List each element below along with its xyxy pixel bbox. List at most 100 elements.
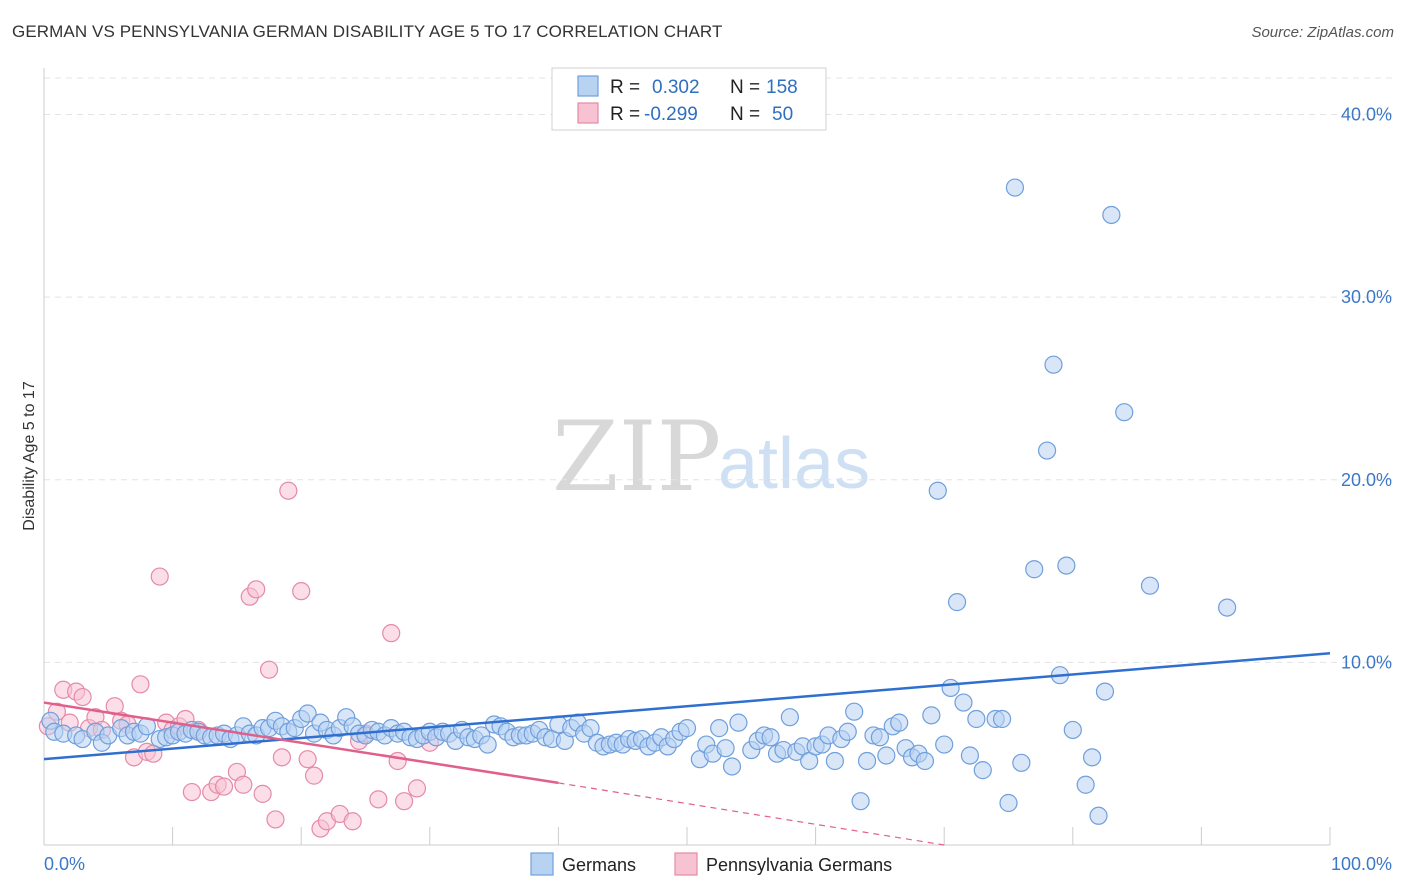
- pa-german-point-41: [343, 812, 362, 831]
- german-point-130: [915, 751, 935, 771]
- trend-lines: [43, 652, 1331, 846]
- trend-line-germans: [43, 652, 1331, 761]
- legend-swatch-pa-germans: [577, 102, 599, 124]
- german-point-145: [1025, 560, 1044, 579]
- german-point-135: [947, 593, 967, 612]
- watermark-atlas: atlas: [718, 424, 870, 504]
- german-point-136: [954, 693, 973, 712]
- series-pennsylvania-germans: [38, 481, 439, 838]
- pa-german-point-45: [382, 624, 401, 643]
- german-point-149: [1057, 556, 1076, 575]
- pa-german-point-32: [266, 810, 285, 829]
- german-point-102: [729, 713, 748, 732]
- pa-german-point-13: [131, 675, 150, 694]
- legend-r-label-1: R =: [610, 77, 640, 98]
- watermark-zip: ZIP: [552, 401, 721, 513]
- german-point-144: [1012, 753, 1031, 772]
- german-point-100: [716, 739, 735, 758]
- german-point-95: [677, 719, 697, 738]
- correlation-legend: R = 0.302 N = 158 R = -0.299 N = 50: [551, 67, 827, 131]
- pa-german-point-29: [247, 580, 266, 599]
- legend-r-value-1: 0.302: [652, 77, 700, 98]
- y-tick-label-20: 20.0%: [1341, 470, 1392, 490]
- y-tick-labels: 10.0% 20.0% 30.0% 40.0%: [1341, 105, 1392, 673]
- german-point-119: [845, 702, 864, 721]
- german-point-147: [1044, 355, 1063, 374]
- german-point-146: [1037, 441, 1057, 460]
- pa-german-point-21: [182, 782, 201, 802]
- pa-german-point-27: [234, 775, 253, 794]
- gridlines: [44, 77, 1392, 663]
- x-tick-label-min: 0.0%: [44, 854, 85, 874]
- trend-line-pa-germans-extension: [558, 782, 945, 846]
- german-point-121: [857, 751, 877, 771]
- pa-german-point-48: [407, 779, 427, 798]
- german-point-124: [877, 746, 896, 765]
- german-point-155: [1102, 205, 1121, 225]
- pa-german-point-34: [279, 481, 298, 500]
- german-point-132: [928, 481, 947, 500]
- legend-n-label-2: N =: [730, 104, 760, 125]
- german-point-137: [960, 746, 980, 765]
- pa-german-point-30: [253, 784, 272, 803]
- german-point-134: [941, 678, 960, 698]
- y-tick-label-40: 40.0%: [1341, 105, 1392, 125]
- german-point-126: [890, 713, 909, 732]
- pa-german-point-46: [388, 751, 407, 771]
- bottom-legend-swatch-germans: [530, 852, 554, 876]
- bottom-legend-label-pa-germans: Pennsylvania Germans: [706, 855, 892, 875]
- y-tick-label-10: 10.0%: [1341, 652, 1392, 672]
- legend-swatch-germans: [577, 75, 599, 97]
- pa-german-point-47: [394, 792, 414, 811]
- german-point-36: [298, 704, 317, 723]
- german-point-64: [478, 735, 497, 754]
- series-legend: Germans Pennsylvania Germans: [530, 852, 892, 876]
- x-axis-ticks: [43, 827, 1331, 845]
- german-point-153: [1089, 806, 1108, 825]
- legend-r-value-2: -0.299: [644, 104, 698, 125]
- y-tick-label-30: 30.0%: [1341, 287, 1392, 307]
- bottom-legend-label-germans: Germans: [562, 855, 636, 875]
- german-point-123: [870, 728, 890, 747]
- german-point-120: [851, 792, 870, 811]
- legend-n-label-1: N =: [730, 77, 760, 98]
- pa-german-point-33: [272, 748, 292, 767]
- german-point-150: [1063, 720, 1082, 740]
- pa-german-point-31: [259, 660, 279, 679]
- german-point-158: [1218, 598, 1237, 617]
- german-point-143: [1005, 178, 1025, 197]
- german-point-151: [1076, 775, 1095, 794]
- german-point-141: [992, 709, 1012, 729]
- german-point-131: [922, 706, 941, 725]
- pa-german-point-5: [73, 687, 92, 707]
- german-point-157: [1140, 576, 1160, 595]
- source-label: Source: ZipAtlas.com: [1251, 24, 1394, 41]
- german-point-156: [1115, 403, 1134, 422]
- y-axis-title: Disability Age 5 to 17: [21, 381, 38, 531]
- german-point-116: [825, 751, 844, 771]
- german-point-101: [722, 757, 742, 776]
- pa-german-point-44: [369, 790, 388, 809]
- x-tick-label-max: 100.0%: [1331, 854, 1392, 874]
- legend-n-value-2: 50: [772, 104, 793, 125]
- pa-german-point-25: [214, 777, 234, 796]
- trend-line-pa-germans: [43, 701, 559, 785]
- legend-n-value-1: 158: [766, 77, 798, 98]
- german-point-154: [1095, 682, 1115, 701]
- bottom-legend-swatch-pa-germans: [674, 852, 698, 876]
- german-point-118: [838, 722, 857, 741]
- chart-title: GERMAN VS PENNSYLVANIA GERMAN DISABILITY…: [12, 22, 723, 41]
- pa-german-point-35: [292, 582, 311, 601]
- german-point-106: [761, 728, 780, 747]
- german-point-152: [1082, 748, 1102, 767]
- pa-german-point-37: [304, 766, 324, 785]
- german-point-142: [999, 793, 1018, 813]
- pa-german-point-36: [298, 750, 317, 769]
- legend-r-label-2: R =: [610, 104, 640, 125]
- german-point-138: [967, 709, 986, 729]
- german-point-133: [935, 735, 954, 754]
- german-point-139: [973, 761, 992, 780]
- german-point-109: [780, 708, 799, 727]
- german-point-99: [710, 719, 729, 738]
